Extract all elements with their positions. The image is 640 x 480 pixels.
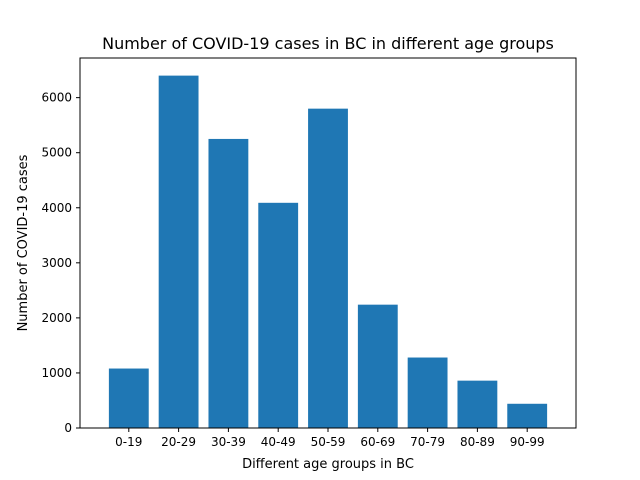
bar-60-69 xyxy=(357,304,398,428)
y-tick-label-2000: 2000 xyxy=(41,311,72,325)
x-tick-label-40-49: 40-49 xyxy=(261,435,296,449)
bar-70-79 xyxy=(407,357,448,428)
chart-title: Number of COVID-19 cases in BC in differ… xyxy=(102,34,554,53)
y-tick-label-5000: 5000 xyxy=(41,146,72,160)
bar-20-29 xyxy=(158,75,199,428)
y-tick-label-4000: 4000 xyxy=(41,201,72,215)
bar-30-39 xyxy=(208,138,249,428)
y-tick-label-0: 0 xyxy=(64,421,72,435)
x-tick-label-60-69: 60-69 xyxy=(360,435,395,449)
plot-frame xyxy=(79,57,577,429)
bar-90-99 xyxy=(507,403,548,428)
y-tick-label-3000: 3000 xyxy=(41,256,72,270)
x-tick-label-0-19: 0-19 xyxy=(115,435,142,449)
y-tick-label-1000: 1000 xyxy=(41,366,72,380)
bar-40-49 xyxy=(258,202,299,428)
bar-50-59 xyxy=(308,108,348,429)
x-tick-label-70-79: 70-79 xyxy=(410,435,445,449)
y-axis-label: Number of COVID-19 cases xyxy=(16,154,31,331)
x-tick-label-20-29: 20-29 xyxy=(161,435,196,449)
x-tick-label-30-39: 30-39 xyxy=(211,435,246,449)
x-axis-label: Different age groups in BC xyxy=(242,457,414,472)
y-tick-label-6000: 6000 xyxy=(41,91,72,105)
bar-0-19 xyxy=(108,368,149,428)
x-axis: 0-19 20-29 30-39 40-49 50-59 60-69 70-79 80-89 9… xyxy=(115,428,545,449)
bars-group xyxy=(108,75,548,429)
y-axis: 0 1000 2000 3000 4000 5000 6000 xyxy=(41,91,80,435)
bar-80-89 xyxy=(457,380,498,428)
x-tick-label-50-59: 50-59 xyxy=(311,435,346,449)
x-tick-label-80-89: 80-89 xyxy=(460,435,495,449)
x-tick-label-90-99: 90-99 xyxy=(510,435,545,449)
